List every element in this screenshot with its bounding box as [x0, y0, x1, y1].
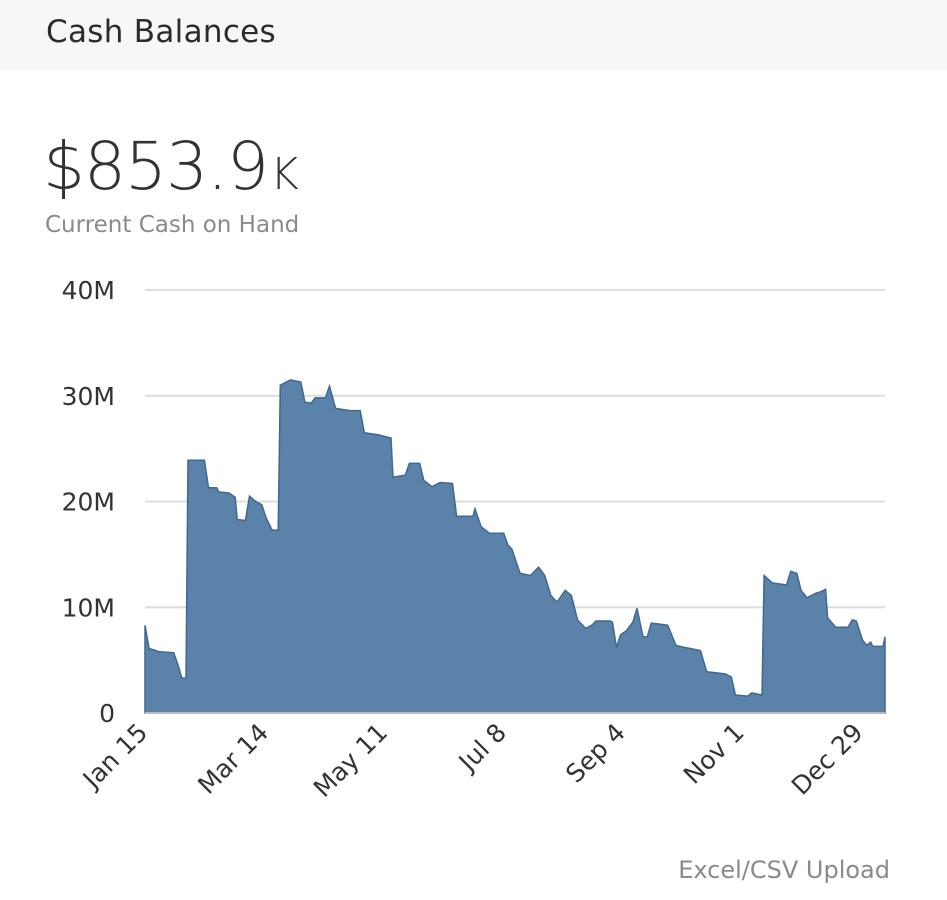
card-title: Cash Balances — [46, 14, 276, 50]
y-tick-label: 10M — [62, 593, 115, 622]
x-tick-label: Mar 14 — [192, 718, 274, 800]
data-source-label: Excel/CSV Upload — [678, 856, 890, 884]
x-tick-label: Dec 29 — [786, 718, 869, 801]
kpi-value: $853.9K — [43, 128, 299, 205]
x-tick-label: Jan 15 — [76, 718, 153, 795]
x-tick-label: Jul 8 — [452, 718, 512, 778]
y-tick-label: 0 — [99, 699, 115, 728]
kpi-unit: K — [269, 149, 299, 200]
y-tick-label: 40M — [62, 276, 115, 305]
y-tick-label: 20M — [62, 488, 115, 517]
kpi-label: Current Cash on Hand — [45, 212, 300, 238]
x-tick-label: Nov 1 — [678, 718, 750, 790]
card-header: Cash Balances — [0, 0, 947, 70]
y-tick-label: 30M — [62, 382, 115, 411]
x-tick-label: Sep 4 — [560, 718, 631, 789]
x-tick-label: May 11 — [308, 718, 393, 803]
cash-balance-area — [144, 379, 886, 714]
kpi-amount: $853.9 — [43, 128, 269, 205]
